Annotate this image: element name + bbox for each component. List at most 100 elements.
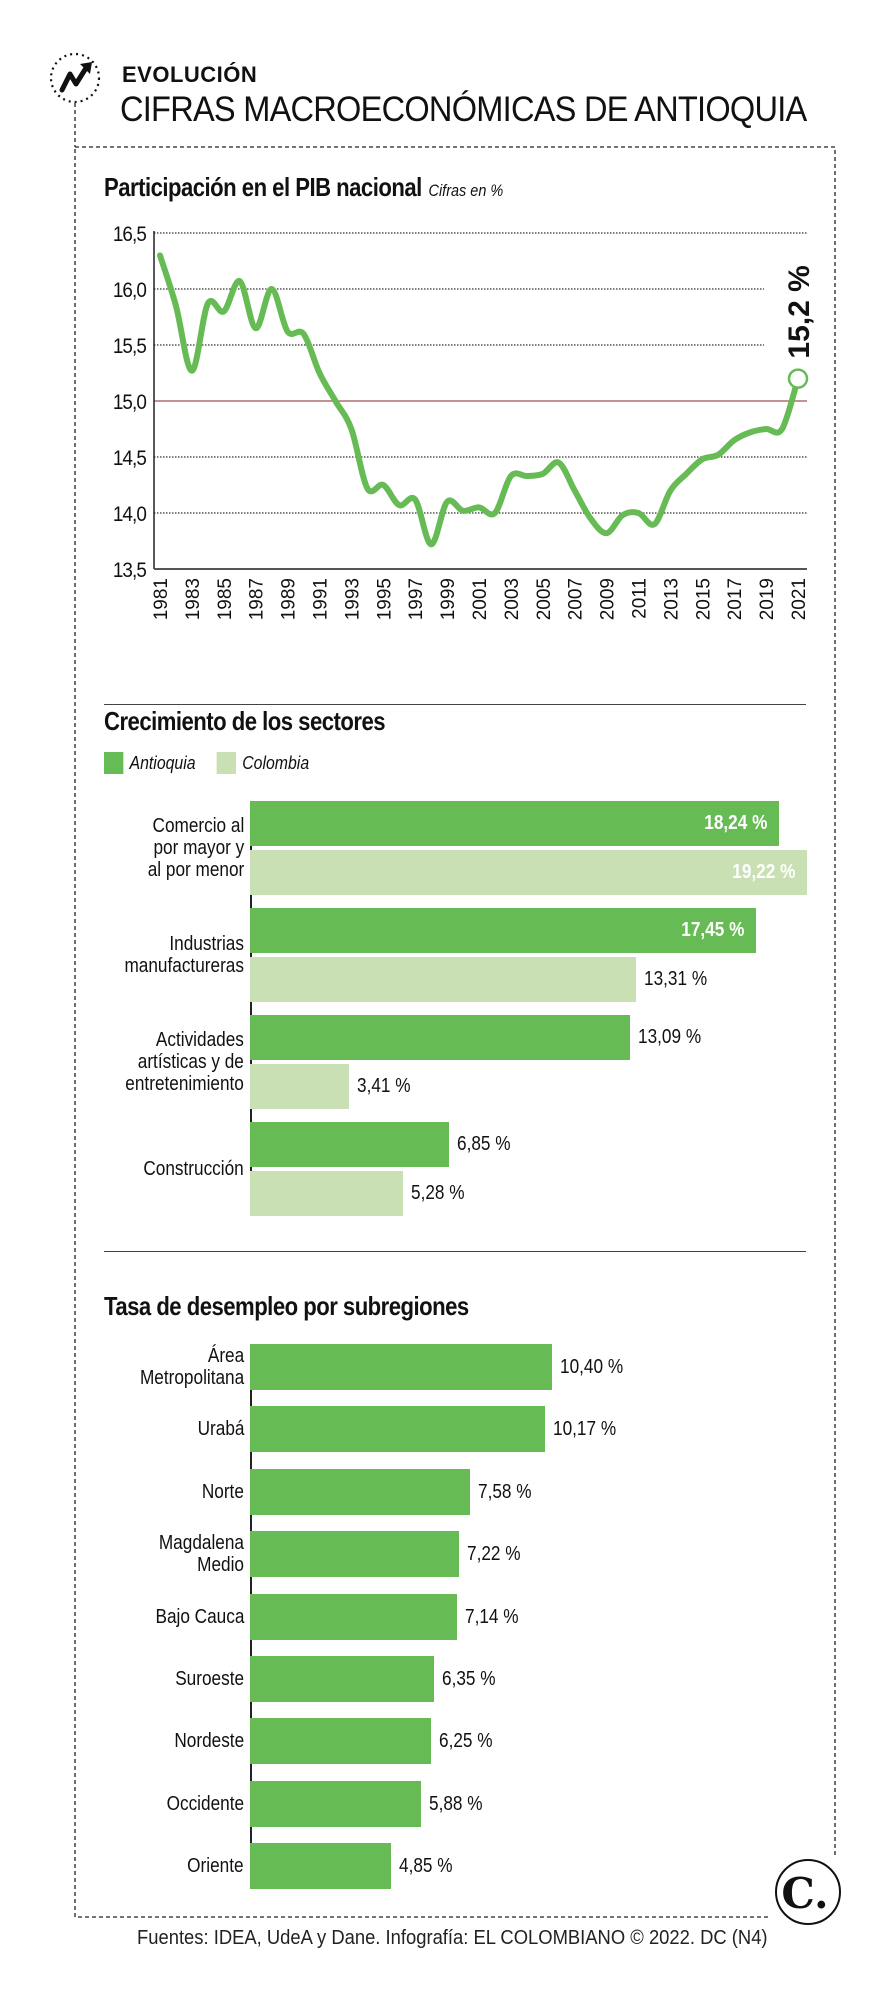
- category-label-line: entretenimiento: [125, 1073, 244, 1095]
- bar-value-label: 5,88 %: [428, 1792, 483, 1815]
- x-tick-label: 2013: [661, 578, 682, 620]
- category-label: Área Metropolitana: [140, 1345, 244, 1389]
- bar-value-label: 6,35 %: [442, 1668, 496, 1690]
- bar-colombia: [250, 850, 808, 895]
- bar-antioquia: [250, 908, 757, 953]
- category-label: Construcción: [144, 1158, 244, 1180]
- legend-label-colombia: Colombia: [242, 752, 310, 773]
- category-label-line: por mayor y: [153, 837, 244, 859]
- category-label: Bajo Cauca: [155, 1606, 244, 1628]
- category-label-line: Occidente: [166, 1792, 244, 1815]
- y-tick-label: 14,0: [113, 503, 147, 526]
- bar-subregion: [250, 1593, 458, 1640]
- annotation-label: 15,2 %: [783, 265, 816, 358]
- bar-subregion: [250, 1406, 545, 1453]
- bar-value-label: 6,25 %: [439, 1730, 493, 1753]
- y-tick-label: 16,5: [113, 223, 147, 246]
- bar-value-label: 19,22 %: [732, 861, 796, 883]
- x-tick-label: 1985: [215, 578, 236, 620]
- bar-value-label: 13,31 %: [643, 968, 708, 990]
- x-tick-label: 1983: [183, 578, 204, 620]
- category-label: Urabá: [197, 1418, 244, 1440]
- footer-source: Fuentes: IDEA, UdeA y Dane. Infografía: …: [137, 1927, 768, 1949]
- legend-item-antioquia: Antioquia: [104, 752, 196, 774]
- pib-title: Participación en el PIB nacional Cifras e…: [104, 172, 503, 203]
- bar-antioquia: [250, 1122, 449, 1167]
- bar-value-label: 6,85 %: [456, 1133, 511, 1155]
- category-label-line: Metropolitana: [139, 1367, 244, 1389]
- category-label-line: Magdalena: [158, 1532, 244, 1555]
- category-label: Actividades artísticas y de entretenimient…: [125, 1029, 244, 1095]
- category-label-line: Suroeste: [175, 1668, 244, 1690]
- x-tick-label: 1991: [311, 578, 332, 620]
- sectors-bar-chart: Comercio al por mayor y al por menor 18,24 …: [124, 801, 808, 1216]
- separator-2: [104, 1251, 806, 1252]
- pib-title-text: Participación en el PIB nacional: [104, 172, 422, 202]
- x-tick-label: 2009: [598, 578, 619, 620]
- bar-colombia: [250, 1171, 404, 1216]
- category-label-line: al por menor: [147, 859, 244, 881]
- pib-line-chart: 13,5 14,0 14,5 15,0 15,5 16,0 16,5 1981 1983 1985…: [113, 223, 816, 620]
- x-tick-label: 1993: [342, 578, 363, 620]
- svg-text:C.: C.: [781, 1869, 828, 1918]
- trend-up-arrow-icon: [49, 52, 101, 104]
- sectors-title: Crecimiento de los sectores: [104, 706, 386, 736]
- category-label-line: Industrias: [169, 933, 244, 955]
- y-tick-label: 15,0: [113, 391, 147, 414]
- category-label: Suroeste: [175, 1668, 244, 1690]
- category-label-line: Medio: [197, 1554, 244, 1577]
- bar-colombia: [250, 1064, 349, 1109]
- category-label-line: Urabá: [197, 1418, 244, 1441]
- pib-series-line: [157, 252, 801, 548]
- legend-swatch-colombia: [216, 752, 237, 774]
- pib-subtitle: Cifras en %: [428, 181, 504, 200]
- logo: C.: [775, 1859, 841, 1925]
- category-label-line: Bajo Cauca: [155, 1605, 244, 1628]
- bar-value-label: 10,17 %: [552, 1418, 617, 1441]
- sectors-legend: Antioquia Colombia: [104, 752, 330, 774]
- x-tick-label: 2017: [725, 578, 746, 620]
- y-tick-label: 16,0: [113, 279, 147, 302]
- x-tick-label: 1999: [438, 578, 459, 620]
- legend-swatch-antioquia: [104, 752, 124, 774]
- x-tick-label: 1981: [151, 578, 172, 620]
- category-label-line: Construcción: [143, 1158, 244, 1180]
- bar-value-label: 3,41 %: [356, 1075, 411, 1097]
- x-tick-label: 2001: [470, 578, 491, 620]
- category-label: Magdalena Medio: [159, 1532, 244, 1576]
- sectors-axis: [250, 801, 252, 1216]
- y-tick-label: 15,5: [113, 335, 147, 358]
- bar-subregion: [250, 1656, 435, 1702]
- category-label: Occidente: [167, 1793, 244, 1815]
- x-tick-label: 2019: [757, 578, 778, 620]
- category-label: Industrias manufactureras: [124, 933, 244, 977]
- x-tick-label: 1995: [374, 578, 395, 620]
- y-tick-label: 13,5: [113, 559, 147, 582]
- category-label-line: Nordeste: [174, 1730, 244, 1753]
- bar-subregion: [250, 1843, 391, 1890]
- bar-value-label: 7,22 %: [467, 1543, 521, 1566]
- legend-label-antioquia: Antioquia: [129, 752, 196, 773]
- x-tick-label: 2021: [789, 578, 810, 620]
- separator-1: [104, 704, 806, 705]
- bar-value-label: 4,85 %: [398, 1855, 453, 1878]
- category-label: Comercio al por mayor y al por menor: [147, 815, 244, 881]
- x-tick-label: 2011: [630, 578, 651, 619]
- bar-subregion: [250, 1344, 552, 1390]
- bar-antioquia: [250, 801, 779, 846]
- category-label-line: manufactureras: [124, 955, 244, 977]
- x-tick-label: 1989: [279, 578, 300, 620]
- unemployment-title: Tasa de desempleo por subregiones: [104, 1291, 469, 1321]
- category-label-line: Norte: [201, 1480, 244, 1503]
- kicker: EVOLUCIÓN: [122, 62, 258, 87]
- bar-subregion: [250, 1531, 460, 1578]
- bar-value-label: 18,24 %: [703, 812, 767, 834]
- x-tick-label: 2015: [693, 578, 714, 620]
- bar-subregion: [250, 1780, 421, 1827]
- category-label: Norte: [202, 1481, 244, 1503]
- bar-antioquia: [250, 1015, 630, 1060]
- x-tick-label: 1987: [247, 578, 268, 620]
- bar-value-label: 10,40 %: [559, 1356, 623, 1378]
- category-label: Oriente: [188, 1855, 244, 1877]
